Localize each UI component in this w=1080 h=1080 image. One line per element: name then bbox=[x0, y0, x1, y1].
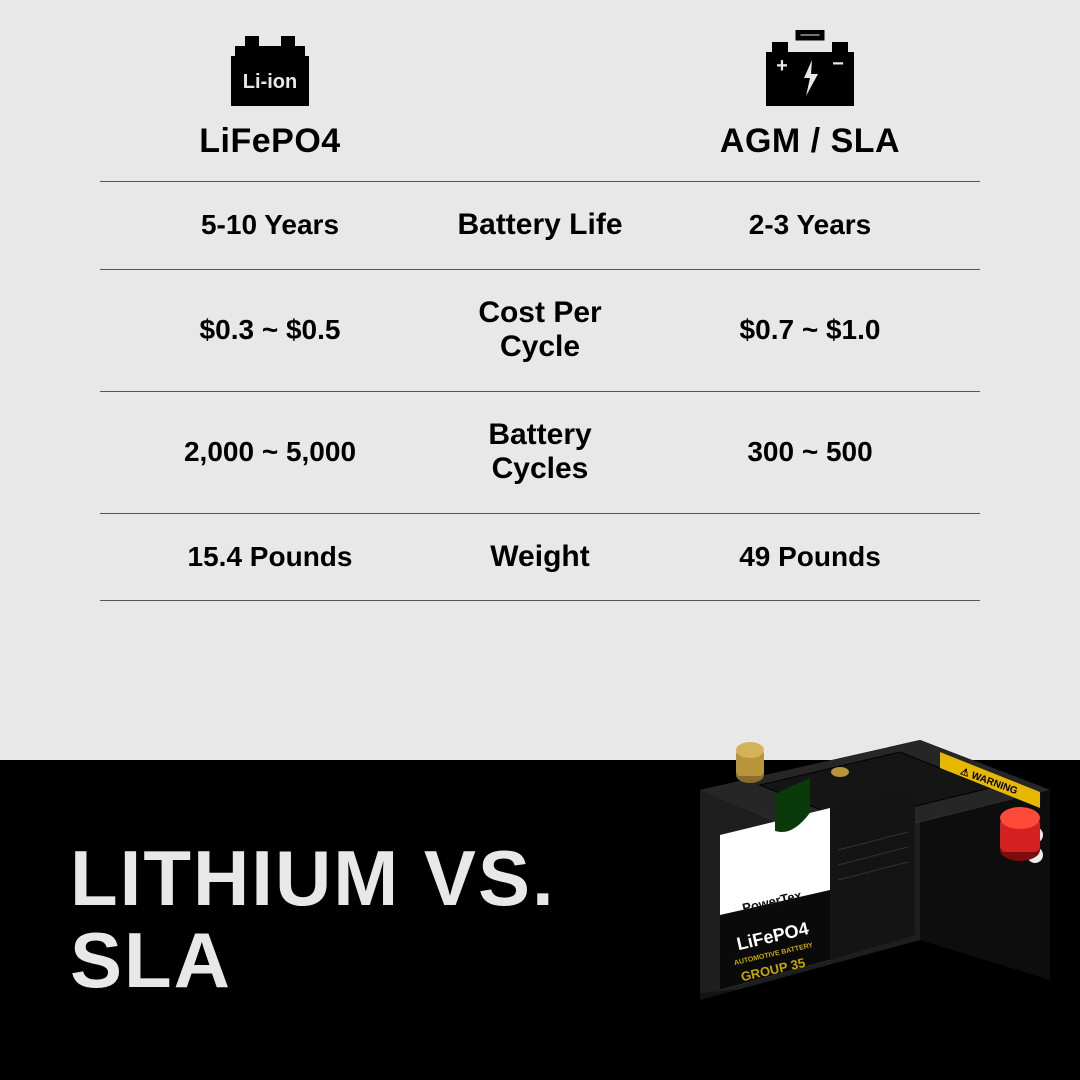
lithium-battery-icon: Li-ion bbox=[130, 30, 410, 110]
table-row: $0.3 ~ $0.5 Cost PerCycle $0.7 ~ $1.0 bbox=[100, 269, 980, 391]
svg-text:+: + bbox=[776, 55, 788, 77]
right-header-label: AGM / SLA bbox=[670, 122, 950, 161]
comparison-table: 5-10 Years Battery Life 2-3 Years $0.3 ~… bbox=[100, 181, 980, 601]
row-label: Weight bbox=[410, 540, 670, 575]
title-line-2: SLA bbox=[70, 920, 556, 1002]
svg-text:−: − bbox=[832, 53, 844, 75]
header-row: Li-ion LiFePO4 + − AGM / SLA bbox=[100, 30, 980, 161]
right-value: 49 Pounds bbox=[670, 541, 950, 573]
left-header: Li-ion LiFePO4 bbox=[130, 30, 410, 161]
right-value: $0.7 ~ $1.0 bbox=[670, 314, 950, 346]
left-value: 5-10 Years bbox=[130, 209, 410, 241]
svg-text:Li-ion: Li-ion bbox=[243, 71, 297, 93]
left-value: 2,000 ~ 5,000 bbox=[130, 436, 410, 468]
battery-product-image: ⚠ WARNING PowerTex LiFePO4 AUTOMOTIVE BA… bbox=[630, 640, 1060, 1020]
right-header: + − AGM / SLA bbox=[670, 30, 950, 161]
car-battery-icon: + − bbox=[670, 30, 950, 110]
right-value: 300 ~ 500 bbox=[670, 436, 950, 468]
title-line-1: LITHIUM VS. bbox=[70, 838, 556, 920]
table-row: 15.4 Pounds Weight 49 Pounds bbox=[100, 513, 980, 602]
row-label: Battery Life bbox=[410, 208, 670, 243]
row-label: Cost PerCycle bbox=[410, 296, 670, 365]
right-value: 2-3 Years bbox=[670, 209, 950, 241]
left-value: $0.3 ~ $0.5 bbox=[130, 314, 410, 346]
row-label: BatteryCycles bbox=[410, 418, 670, 487]
table-row: 5-10 Years Battery Life 2-3 Years bbox=[100, 181, 980, 269]
left-value: 15.4 Pounds bbox=[130, 541, 410, 573]
page-title: LITHIUM VS. SLA bbox=[70, 838, 556, 1002]
table-row: 2,000 ~ 5,000 BatteryCycles 300 ~ 500 bbox=[100, 391, 980, 513]
left-header-label: LiFePO4 bbox=[130, 122, 410, 161]
